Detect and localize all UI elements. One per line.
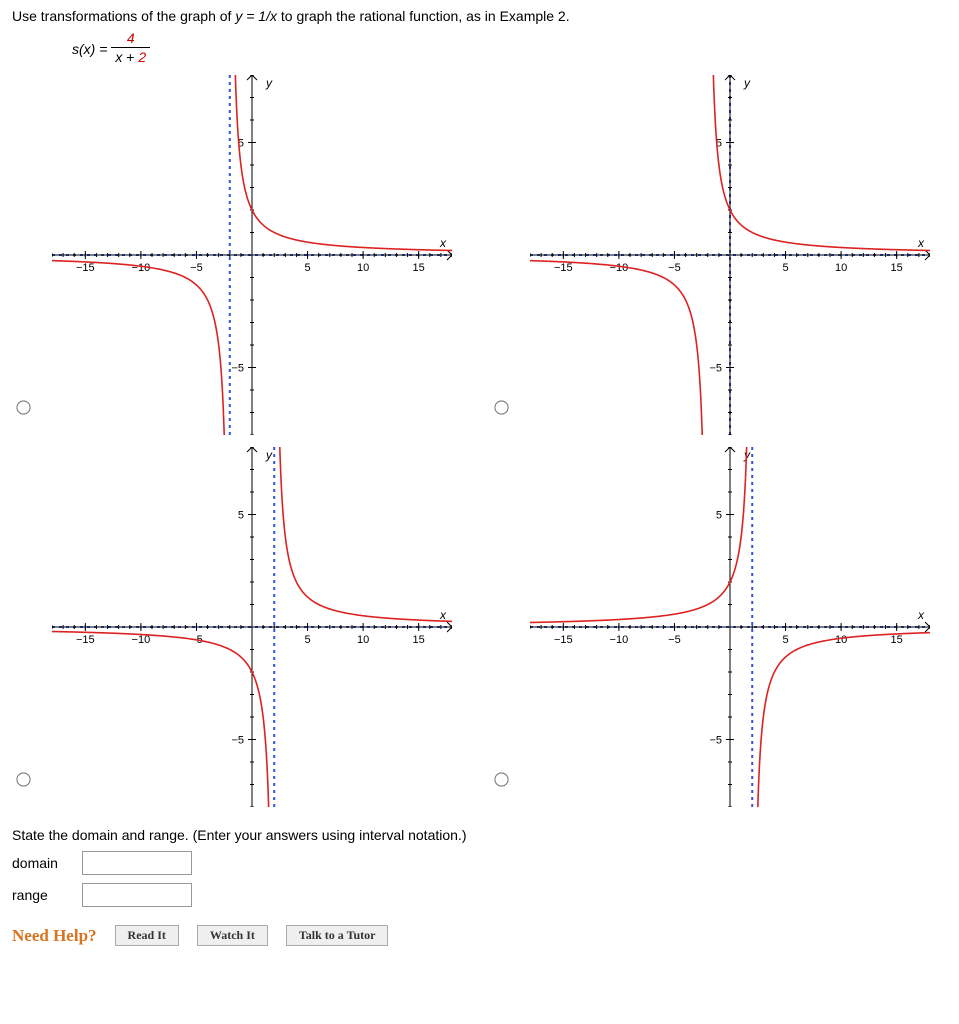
domain-row: domain: [12, 851, 947, 875]
question-prompt: Use transformations of the graph of y = …: [12, 8, 947, 24]
answer-choices-grid: −15 −10 −5 5 10 15 −5 5 x y −15 −10 −5 5 10 15 −5 5 x y −1…: [12, 75, 947, 807]
svg-text:−5: −5: [231, 735, 244, 747]
function-formula: s(x) = 4 x + 2: [12, 30, 947, 67]
choice-D: −15−10−551015−55xy: [490, 447, 948, 807]
svg-text:−15: −15: [553, 634, 572, 646]
talk-to-tutor-button[interactable]: Talk to a Tutor: [286, 925, 389, 946]
range-row: range: [12, 883, 947, 907]
svg-text:y: y: [265, 76, 273, 90]
domain-input[interactable]: [82, 851, 192, 875]
svg-text:5: 5: [238, 510, 244, 522]
svg-text:10: 10: [357, 262, 369, 274]
domain-range-prompt: State the domain and range. (Enter your …: [12, 827, 947, 843]
choice-C-radio[interactable]: [16, 773, 30, 787]
range-input[interactable]: [82, 883, 192, 907]
read-it-button[interactable]: Read It: [115, 925, 179, 946]
svg-text:−5: −5: [668, 262, 681, 274]
svg-text:−15: −15: [76, 262, 95, 274]
svg-text:10: 10: [357, 634, 369, 646]
svg-text:−5: −5: [668, 634, 681, 646]
help-row: Need Help? Read It Watch It Talk to a Tu…: [12, 925, 947, 946]
watch-it-button[interactable]: Watch It: [197, 925, 268, 946]
choice-B-chart: −15−10−551015−55xy: [530, 75, 930, 435]
svg-text:x: x: [439, 236, 447, 250]
svg-text:−10: −10: [609, 634, 628, 646]
choice-D-radio[interactable]: [494, 773, 508, 787]
svg-text:15: 15: [890, 262, 902, 274]
svg-text:−10: −10: [132, 634, 151, 646]
svg-text:−10: −10: [609, 262, 628, 274]
choice-C-chart: −15−10−551015−55xy: [52, 447, 452, 807]
svg-text:15: 15: [413, 634, 425, 646]
svg-text:−10: −10: [132, 262, 151, 274]
svg-text:5: 5: [304, 262, 310, 274]
need-help-label: Need Help?: [12, 926, 97, 946]
svg-text:−5: −5: [190, 262, 203, 274]
svg-text:5: 5: [715, 510, 721, 522]
choice-A-radio[interactable]: [16, 401, 30, 415]
choice-C: −15−10−551015−55xy: [12, 447, 470, 807]
svg-text:5: 5: [782, 262, 788, 274]
svg-text:−5: −5: [709, 363, 722, 375]
svg-text:15: 15: [890, 634, 902, 646]
svg-text:10: 10: [834, 262, 846, 274]
choice-D-chart: −15−10−551015−55xy: [530, 447, 930, 807]
range-label: range: [12, 887, 82, 903]
svg-text:y: y: [743, 76, 751, 90]
domain-label: domain: [12, 855, 82, 871]
svg-text:5: 5: [304, 634, 310, 646]
choice-A: −15−10−551015−55xy: [12, 75, 470, 435]
svg-text:x: x: [917, 236, 925, 250]
svg-text:15: 15: [413, 262, 425, 274]
svg-text:y: y: [265, 448, 273, 462]
svg-text:5: 5: [782, 634, 788, 646]
svg-text:x: x: [439, 608, 447, 622]
svg-text:−5: −5: [231, 363, 244, 375]
svg-text:−5: −5: [709, 735, 722, 747]
svg-text:x: x: [917, 608, 925, 622]
choice-B: −15−10−551015−55xy: [490, 75, 948, 435]
svg-text:10: 10: [834, 634, 846, 646]
svg-text:−15: −15: [553, 262, 572, 274]
choice-B-radio[interactable]: [494, 401, 508, 415]
choice-A-chart: −15−10−551015−55xy: [52, 75, 452, 435]
svg-text:−15: −15: [76, 634, 95, 646]
